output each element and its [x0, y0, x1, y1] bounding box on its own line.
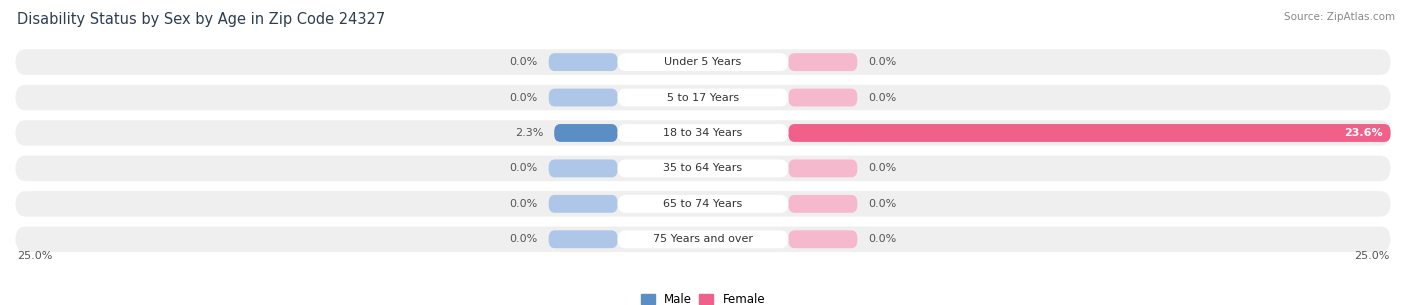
FancyBboxPatch shape — [789, 89, 858, 106]
Text: 23.6%: 23.6% — [1344, 128, 1382, 138]
FancyBboxPatch shape — [548, 160, 617, 177]
Text: 0.0%: 0.0% — [869, 57, 897, 67]
FancyBboxPatch shape — [554, 124, 617, 142]
FancyBboxPatch shape — [15, 85, 1391, 110]
FancyBboxPatch shape — [548, 230, 617, 248]
Text: 5 to 17 Years: 5 to 17 Years — [666, 92, 740, 102]
FancyBboxPatch shape — [617, 195, 789, 213]
Text: 2.3%: 2.3% — [515, 128, 543, 138]
FancyBboxPatch shape — [789, 160, 858, 177]
FancyBboxPatch shape — [789, 53, 858, 71]
Text: 0.0%: 0.0% — [869, 234, 897, 244]
FancyBboxPatch shape — [617, 53, 789, 71]
Text: Disability Status by Sex by Age in Zip Code 24327: Disability Status by Sex by Age in Zip C… — [17, 12, 385, 27]
Text: 0.0%: 0.0% — [509, 163, 537, 174]
FancyBboxPatch shape — [789, 124, 1391, 142]
Legend: Male, Female: Male, Female — [641, 293, 765, 305]
FancyBboxPatch shape — [617, 89, 789, 106]
FancyBboxPatch shape — [617, 160, 789, 177]
Text: 25.0%: 25.0% — [1354, 251, 1389, 261]
FancyBboxPatch shape — [548, 89, 617, 106]
Text: 18 to 34 Years: 18 to 34 Years — [664, 128, 742, 138]
FancyBboxPatch shape — [15, 227, 1391, 252]
Text: 0.0%: 0.0% — [509, 92, 537, 102]
FancyBboxPatch shape — [15, 49, 1391, 75]
Text: 0.0%: 0.0% — [869, 92, 897, 102]
Text: 0.0%: 0.0% — [509, 199, 537, 209]
Text: 35 to 64 Years: 35 to 64 Years — [664, 163, 742, 174]
FancyBboxPatch shape — [617, 230, 789, 248]
FancyBboxPatch shape — [789, 195, 858, 213]
Text: 75 Years and over: 75 Years and over — [652, 234, 754, 244]
FancyBboxPatch shape — [15, 191, 1391, 217]
Text: Under 5 Years: Under 5 Years — [665, 57, 741, 67]
Text: Source: ZipAtlas.com: Source: ZipAtlas.com — [1284, 12, 1395, 22]
FancyBboxPatch shape — [548, 53, 617, 71]
Text: 0.0%: 0.0% — [509, 57, 537, 67]
FancyBboxPatch shape — [15, 156, 1391, 181]
Text: 65 to 74 Years: 65 to 74 Years — [664, 199, 742, 209]
Text: 0.0%: 0.0% — [509, 234, 537, 244]
Text: 0.0%: 0.0% — [869, 163, 897, 174]
Text: 25.0%: 25.0% — [17, 251, 52, 261]
FancyBboxPatch shape — [789, 230, 858, 248]
FancyBboxPatch shape — [548, 195, 617, 213]
FancyBboxPatch shape — [617, 124, 789, 142]
FancyBboxPatch shape — [15, 120, 1391, 146]
Text: 0.0%: 0.0% — [869, 199, 897, 209]
